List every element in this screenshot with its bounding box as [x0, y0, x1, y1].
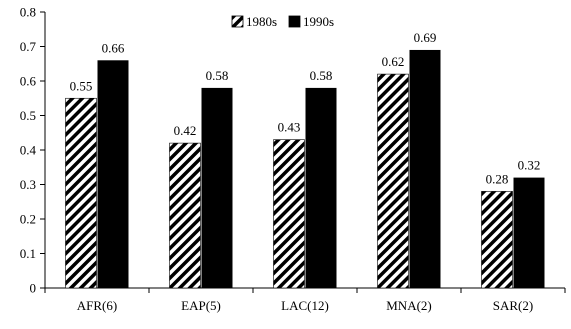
- x-category-label: AFR(6): [77, 298, 117, 313]
- x-category-label: LAC(12): [281, 298, 329, 313]
- y-tick-label: 0.4: [20, 143, 37, 158]
- bars: [65, 49, 545, 289]
- legend-swatch-1980s: [231, 15, 244, 28]
- y-tick-label: 0.2: [20, 212, 36, 227]
- bar-1980s-AFR(6): [65, 97, 97, 289]
- bar-1980s-MNA(2): [377, 73, 409, 289]
- y-tick-label: 0: [30, 281, 37, 296]
- data-label: 0.58: [206, 68, 229, 83]
- data-label: 0.69: [414, 30, 437, 45]
- y-tick-label: 0.6: [20, 74, 37, 89]
- bar-1990s-AFR(6): [97, 60, 129, 288]
- bar-1990s-MNA(2): [409, 49, 441, 289]
- legend-label-1990s: 1990s: [303, 14, 334, 29]
- data-label: 0.42: [174, 123, 197, 138]
- data-label: 0.55: [70, 78, 93, 93]
- y-tick-label: 0.3: [20, 177, 36, 192]
- y-tick-label: 0.8: [20, 5, 36, 20]
- bar-1980s-SAR(2): [481, 191, 513, 289]
- axes: 0 0.1 0.2 0.3 0.4 0.5 0.6 0.7 0.8 AFR(6) EAP(5) LAC…: [20, 5, 566, 313]
- bar-1980s-LAC(12): [273, 139, 305, 289]
- legend: 1980s 1990s: [231, 14, 334, 29]
- bar-1990s-EAP(5): [201, 87, 233, 289]
- y-tick-label: 0.5: [20, 108, 36, 123]
- x-category-label: MNA(2): [386, 298, 432, 313]
- data-label: 0.32: [518, 158, 541, 173]
- x-category-label: SAR(2): [493, 298, 533, 313]
- data-labels: 0.55 0.66 0.42 0.58 0.43 0.58 0.62 0.69 0.28 0.32: [70, 30, 541, 186]
- data-label: 0.58: [310, 68, 333, 83]
- data-label: 0.66: [102, 40, 125, 55]
- bar-1990s-LAC(12): [305, 87, 337, 289]
- data-label: 0.28: [486, 171, 509, 186]
- data-label: 0.62: [382, 54, 405, 69]
- x-category-label: EAP(5): [181, 298, 221, 313]
- bar-1980s-EAP(5): [169, 142, 201, 289]
- y-tick-label: 0.7: [20, 39, 37, 54]
- legend-label-1980s: 1980s: [246, 14, 277, 29]
- bar-1990s-SAR(2): [513, 177, 545, 288]
- legend-swatch-1990s: [288, 15, 301, 28]
- data-label: 0.43: [278, 120, 301, 135]
- y-tick-label: 0.1: [20, 246, 36, 261]
